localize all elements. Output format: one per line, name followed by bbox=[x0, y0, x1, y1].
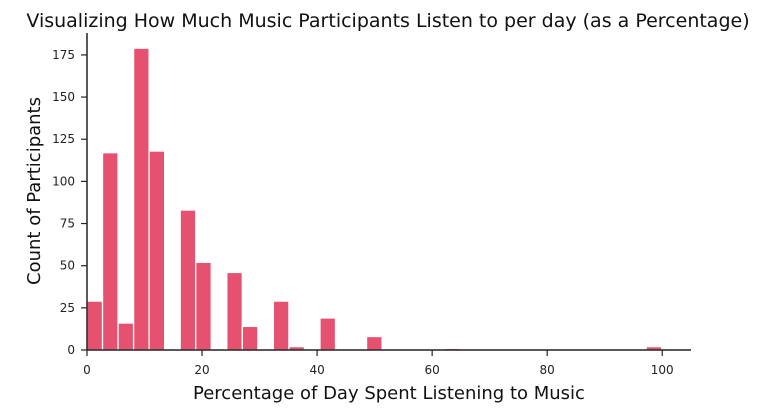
chart-title: Visualizing How Much Music Participants … bbox=[26, 10, 749, 32]
bars-group bbox=[86, 47, 663, 351]
histogram-bar bbox=[195, 261, 212, 351]
histogram-bar bbox=[179, 209, 197, 351]
y-tick-label: 0 bbox=[67, 343, 75, 357]
y-axis-label: Count of Participants bbox=[24, 97, 45, 285]
x-tick-label: 100 bbox=[651, 363, 674, 377]
x-tick-label: 0 bbox=[83, 363, 91, 377]
histogram-bar bbox=[319, 317, 337, 351]
y-tick-label: 125 bbox=[52, 132, 75, 146]
histogram-bar bbox=[86, 300, 104, 351]
y-ticks-group: 0 25 50 75 100 125 150 175 bbox=[52, 48, 87, 357]
x-tick-label: 60 bbox=[425, 363, 440, 377]
y-tick-label: 75 bbox=[60, 217, 75, 231]
x-axis-label: Percentage of Day Spent Listening to Mus… bbox=[193, 383, 585, 404]
x-tick-label: 40 bbox=[309, 363, 324, 377]
x-tick-label: 20 bbox=[194, 363, 209, 377]
y-tick-label: 175 bbox=[52, 48, 75, 62]
histogram-bar bbox=[117, 322, 135, 351]
x-ticks-group: 0 20 40 60 80 100 bbox=[83, 350, 674, 377]
histogram-bar bbox=[132, 47, 150, 351]
y-tick-label: 50 bbox=[60, 259, 75, 273]
histogram-bar bbox=[272, 300, 290, 351]
histogram-bar bbox=[226, 271, 243, 351]
histogram-bar bbox=[148, 150, 166, 351]
histogram-bar bbox=[101, 152, 119, 351]
y-tick-label: 150 bbox=[52, 90, 75, 104]
x-tick-label: 80 bbox=[540, 363, 555, 377]
histogram-bar bbox=[241, 325, 259, 351]
y-tick-label: 25 bbox=[60, 301, 75, 315]
histogram-bar bbox=[365, 335, 383, 351]
y-tick-label: 100 bbox=[52, 174, 75, 188]
